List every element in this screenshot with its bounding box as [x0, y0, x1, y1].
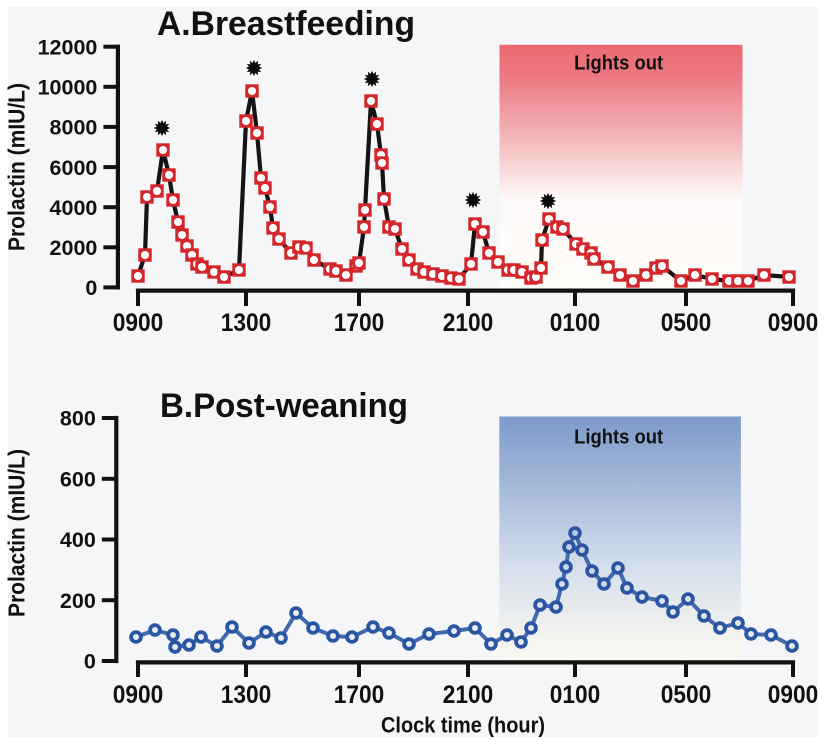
- svg-text:0900: 0900: [113, 309, 164, 337]
- svg-text:400: 400: [60, 528, 96, 552]
- svg-text:2100: 2100: [443, 681, 494, 709]
- svg-text:1700: 1700: [334, 309, 385, 337]
- svg-text:0500: 0500: [661, 309, 712, 337]
- svg-text:2100: 2100: [443, 309, 494, 337]
- svg-text:0: 0: [85, 276, 97, 300]
- svg-text:10000: 10000: [38, 76, 98, 100]
- svg-text:Lights out: Lights out: [574, 53, 663, 75]
- svg-text:Prolactin (mIU/L): Prolactin (mIU/L): [4, 83, 30, 251]
- svg-text:Lights out: Lights out: [574, 427, 663, 449]
- svg-text:12000: 12000: [38, 35, 98, 59]
- svg-text:8000: 8000: [50, 116, 98, 140]
- svg-text:0900: 0900: [113, 681, 164, 709]
- svg-text:A.Breastfeeding: A.Breastfeeding: [157, 5, 415, 43]
- svg-text:0: 0: [84, 650, 96, 674]
- svg-text:B.Post-weaning: B.Post-weaning: [160, 387, 408, 425]
- svg-text:Prolactin (mIU/L): Prolactin (mIU/L): [4, 449, 30, 617]
- svg-text:800: 800: [60, 407, 96, 431]
- svg-text:0900: 0900: [768, 309, 819, 337]
- svg-text:1700: 1700: [334, 681, 385, 709]
- svg-text:0100: 0100: [550, 681, 601, 709]
- svg-text:4000: 4000: [50, 196, 98, 220]
- svg-text:Clock time (hour): Clock time (hour): [381, 713, 545, 738]
- svg-text:1300: 1300: [221, 681, 272, 709]
- svg-text:0100: 0100: [550, 309, 601, 337]
- svg-text:600: 600: [60, 467, 96, 491]
- svg-text:0900: 0900: [768, 681, 819, 709]
- svg-text:200: 200: [60, 589, 96, 613]
- svg-text:2000: 2000: [50, 236, 98, 260]
- svg-text:0500: 0500: [661, 681, 712, 709]
- svg-text:1300: 1300: [221, 309, 272, 337]
- svg-text:6000: 6000: [50, 156, 98, 180]
